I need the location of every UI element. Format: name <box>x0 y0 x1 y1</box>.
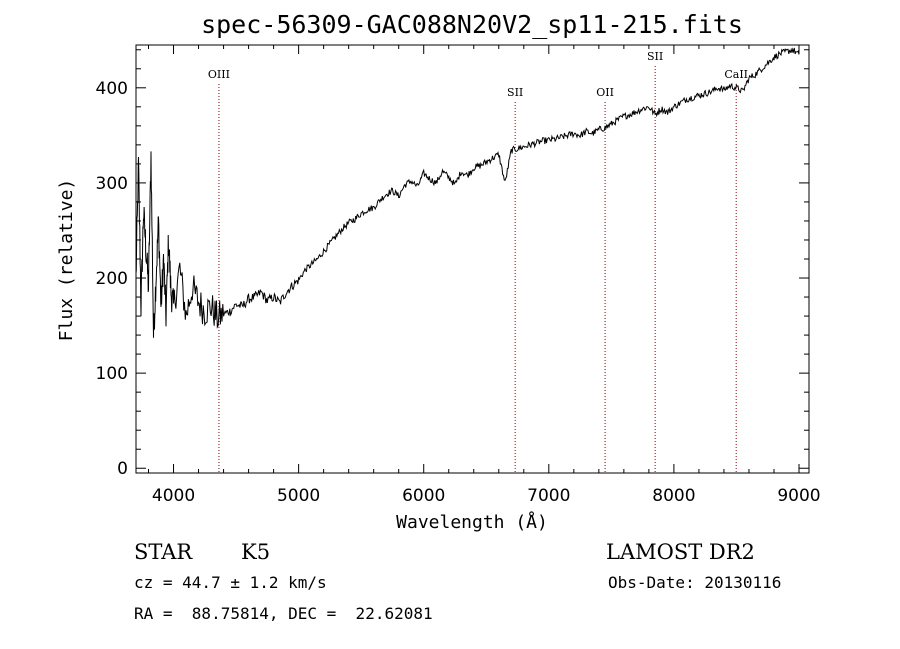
line-marker-label: OII <box>596 86 614 99</box>
plot-frame <box>135 44 810 474</box>
object-subclass: K5 <box>241 540 271 564</box>
line-marker-label: OIII <box>208 68 230 81</box>
redshift-velocity: cz = 44.7 ± 1.2 km/s <box>134 573 327 592</box>
chart-title: spec-56309-GAC088N20V2_sp11-215.fits <box>201 10 743 39</box>
x-axis-label: Wavelength (Å) <box>396 511 548 533</box>
y-tick-label: 400 <box>96 79 128 99</box>
spectrum-line <box>135 47 800 338</box>
x-tick-label: 4000 <box>152 486 195 506</box>
y-tick-label: 300 <box>96 174 128 194</box>
coordinates: RA = 88.75814, DEC = 22.62081 <box>134 604 433 623</box>
x-tick-label: 7000 <box>527 486 570 506</box>
y-tick-label: 100 <box>96 364 128 384</box>
object-class: STAR <box>134 540 193 564</box>
survey-label: LAMOST DR2 <box>606 540 755 564</box>
x-tick-label: 8000 <box>652 486 695 506</box>
x-tick-label: 5000 <box>277 486 320 506</box>
observation-date: Obs-Date: 20130116 <box>608 573 782 592</box>
y-axis-label: Flux (relative) <box>56 179 77 342</box>
axis-ticks: 4000 5000 6000 7000 8000 9000 0 100 200 300 400 <box>96 45 821 506</box>
line-marker-label: SII <box>507 86 523 99</box>
x-tick-label: 9000 <box>777 486 820 506</box>
x-tick-label: 6000 <box>402 486 445 506</box>
y-tick-label: 0 <box>117 459 128 479</box>
y-tick-label: 200 <box>96 269 128 289</box>
line-marker-label: CaII <box>724 68 748 81</box>
emission-line-markers: OIII SII OII SII CaII <box>208 50 748 473</box>
line-marker-label: SII <box>647 50 663 63</box>
